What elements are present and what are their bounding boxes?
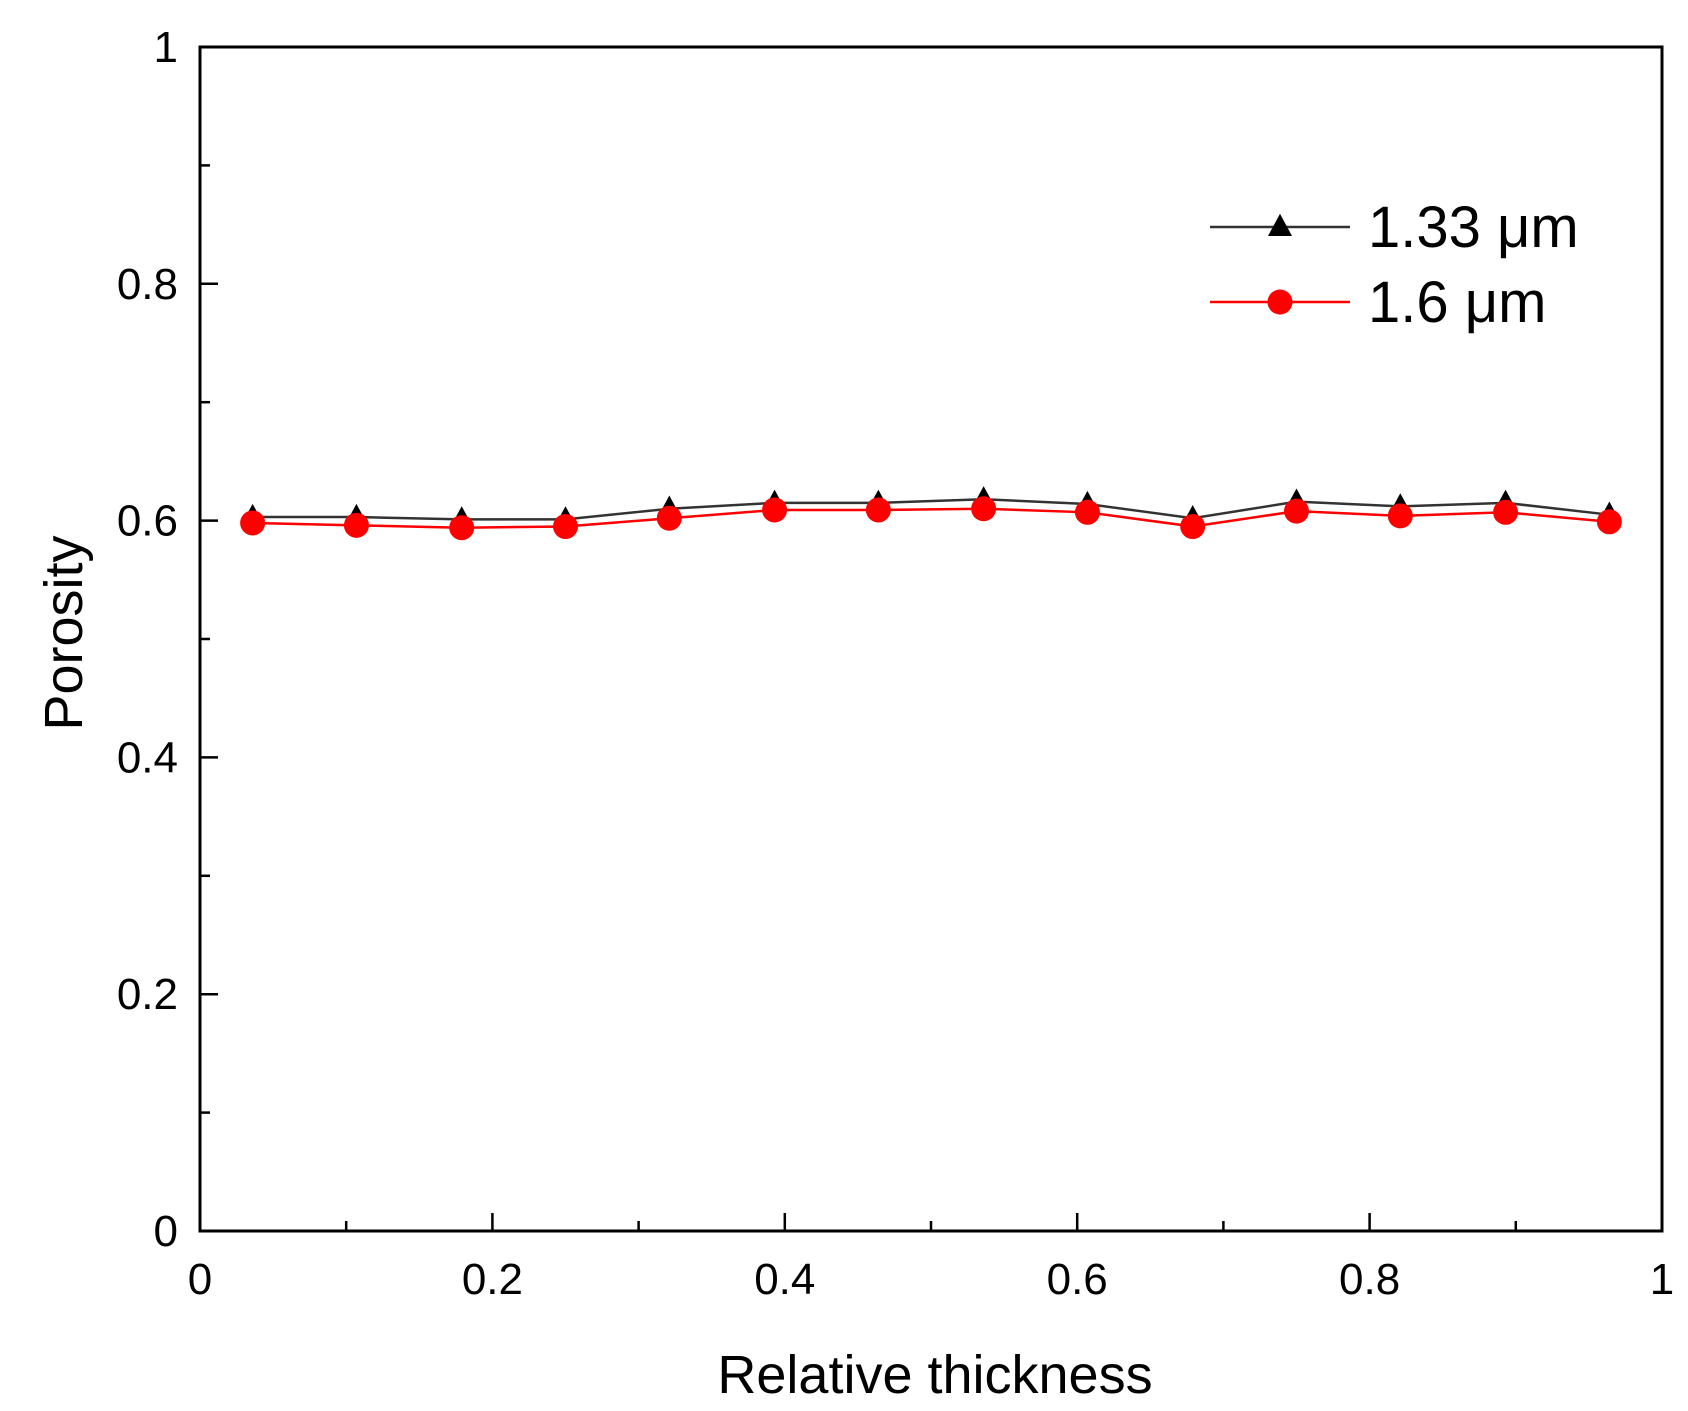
legend-marker xyxy=(1267,289,1293,315)
legend: 1.33 μm 1.6 μm xyxy=(1210,195,1579,335)
legend-label: 1.33 μm xyxy=(1368,195,1579,260)
data-point xyxy=(762,497,788,523)
y-tick-label: 0 xyxy=(154,1207,178,1256)
y-tick-label: 0.2 xyxy=(117,970,178,1019)
data-point xyxy=(449,515,475,541)
data-point xyxy=(971,496,997,522)
y-axis-title: Porosity xyxy=(34,535,94,730)
x-axis-title: Relative thickness xyxy=(717,1345,1152,1405)
legend-label: 1.6 μm xyxy=(1368,270,1546,335)
x-tick-label: 1 xyxy=(1650,1255,1674,1304)
data-point xyxy=(240,510,266,536)
series-layer xyxy=(240,486,1622,541)
data-point xyxy=(1596,509,1622,535)
series-2 xyxy=(240,496,1622,541)
y-tick-label: 0.4 xyxy=(117,733,178,782)
x-tick-label: 0.6 xyxy=(1047,1255,1108,1304)
x-tick-label: 0.8 xyxy=(1339,1255,1400,1304)
x-tick-label: 0.2 xyxy=(462,1255,523,1304)
data-point xyxy=(865,497,891,523)
data-point xyxy=(1493,499,1519,525)
legend-entry: 1.6 μm xyxy=(1210,270,1546,335)
series-line xyxy=(252,498,1610,521)
data-point xyxy=(656,505,682,531)
data-point xyxy=(1074,499,1100,525)
legend-marker xyxy=(1268,213,1292,236)
legend-entry: 1.33 μm xyxy=(1210,195,1579,260)
x-tick-label: 0.4 xyxy=(754,1255,815,1304)
y-tick-label: 0.6 xyxy=(117,497,178,546)
data-point xyxy=(553,514,578,540)
x-tick-label: 0 xyxy=(188,1255,212,1304)
y-tick-label: 0.8 xyxy=(117,260,178,309)
data-point xyxy=(343,512,369,538)
y-tick-label: 1 xyxy=(154,23,178,72)
data-point xyxy=(1284,498,1309,524)
series-line xyxy=(252,507,1610,529)
axes: 0 0.2 0.4 0.6 0.8 1 0 0.2 0.4 0.6 0.8 1 xyxy=(117,23,1674,1304)
data-point xyxy=(1180,514,1206,540)
data-point xyxy=(1387,503,1413,529)
